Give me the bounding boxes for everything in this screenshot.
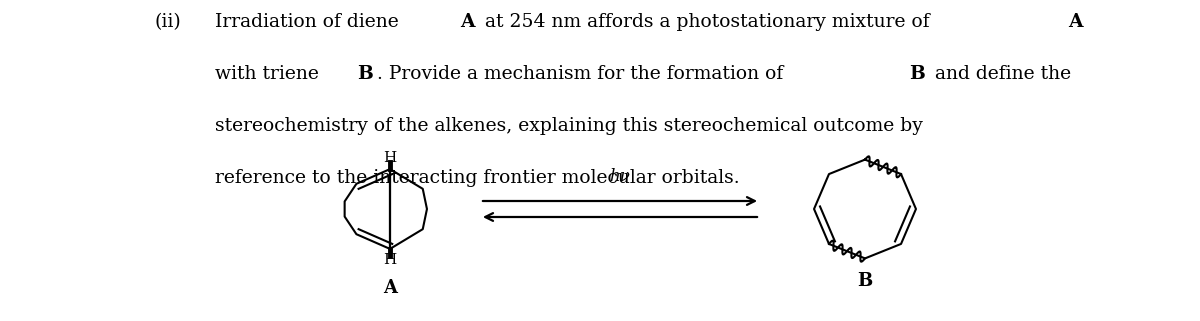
Text: B: B — [857, 273, 872, 291]
Text: reference to the interacting frontier molecular orbitals.: reference to the interacting frontier mo… — [215, 169, 739, 187]
Text: B: B — [356, 65, 372, 83]
Text: H: H — [383, 151, 397, 165]
Text: stereochemistry of the alkenes, explaining this stereochemical outcome by: stereochemistry of the alkenes, explaini… — [215, 117, 923, 135]
Text: at 254 nm affords a photostationary mixture of: at 254 nm affords a photostationary mixt… — [479, 13, 935, 31]
Text: H: H — [383, 253, 397, 267]
Text: A: A — [1068, 13, 1082, 31]
Text: B: B — [910, 65, 925, 83]
Text: (ii): (ii) — [155, 13, 181, 31]
Text: hν: hν — [610, 168, 630, 185]
Text: with triene: with triene — [215, 65, 325, 83]
Text: and define the: and define the — [929, 65, 1072, 83]
Text: . Provide a mechanism for the formation of: . Provide a mechanism for the formation … — [377, 65, 790, 83]
Text: A: A — [460, 13, 474, 31]
Text: Irradiation of diene: Irradiation of diene — [215, 13, 404, 31]
Text: A: A — [383, 279, 397, 297]
